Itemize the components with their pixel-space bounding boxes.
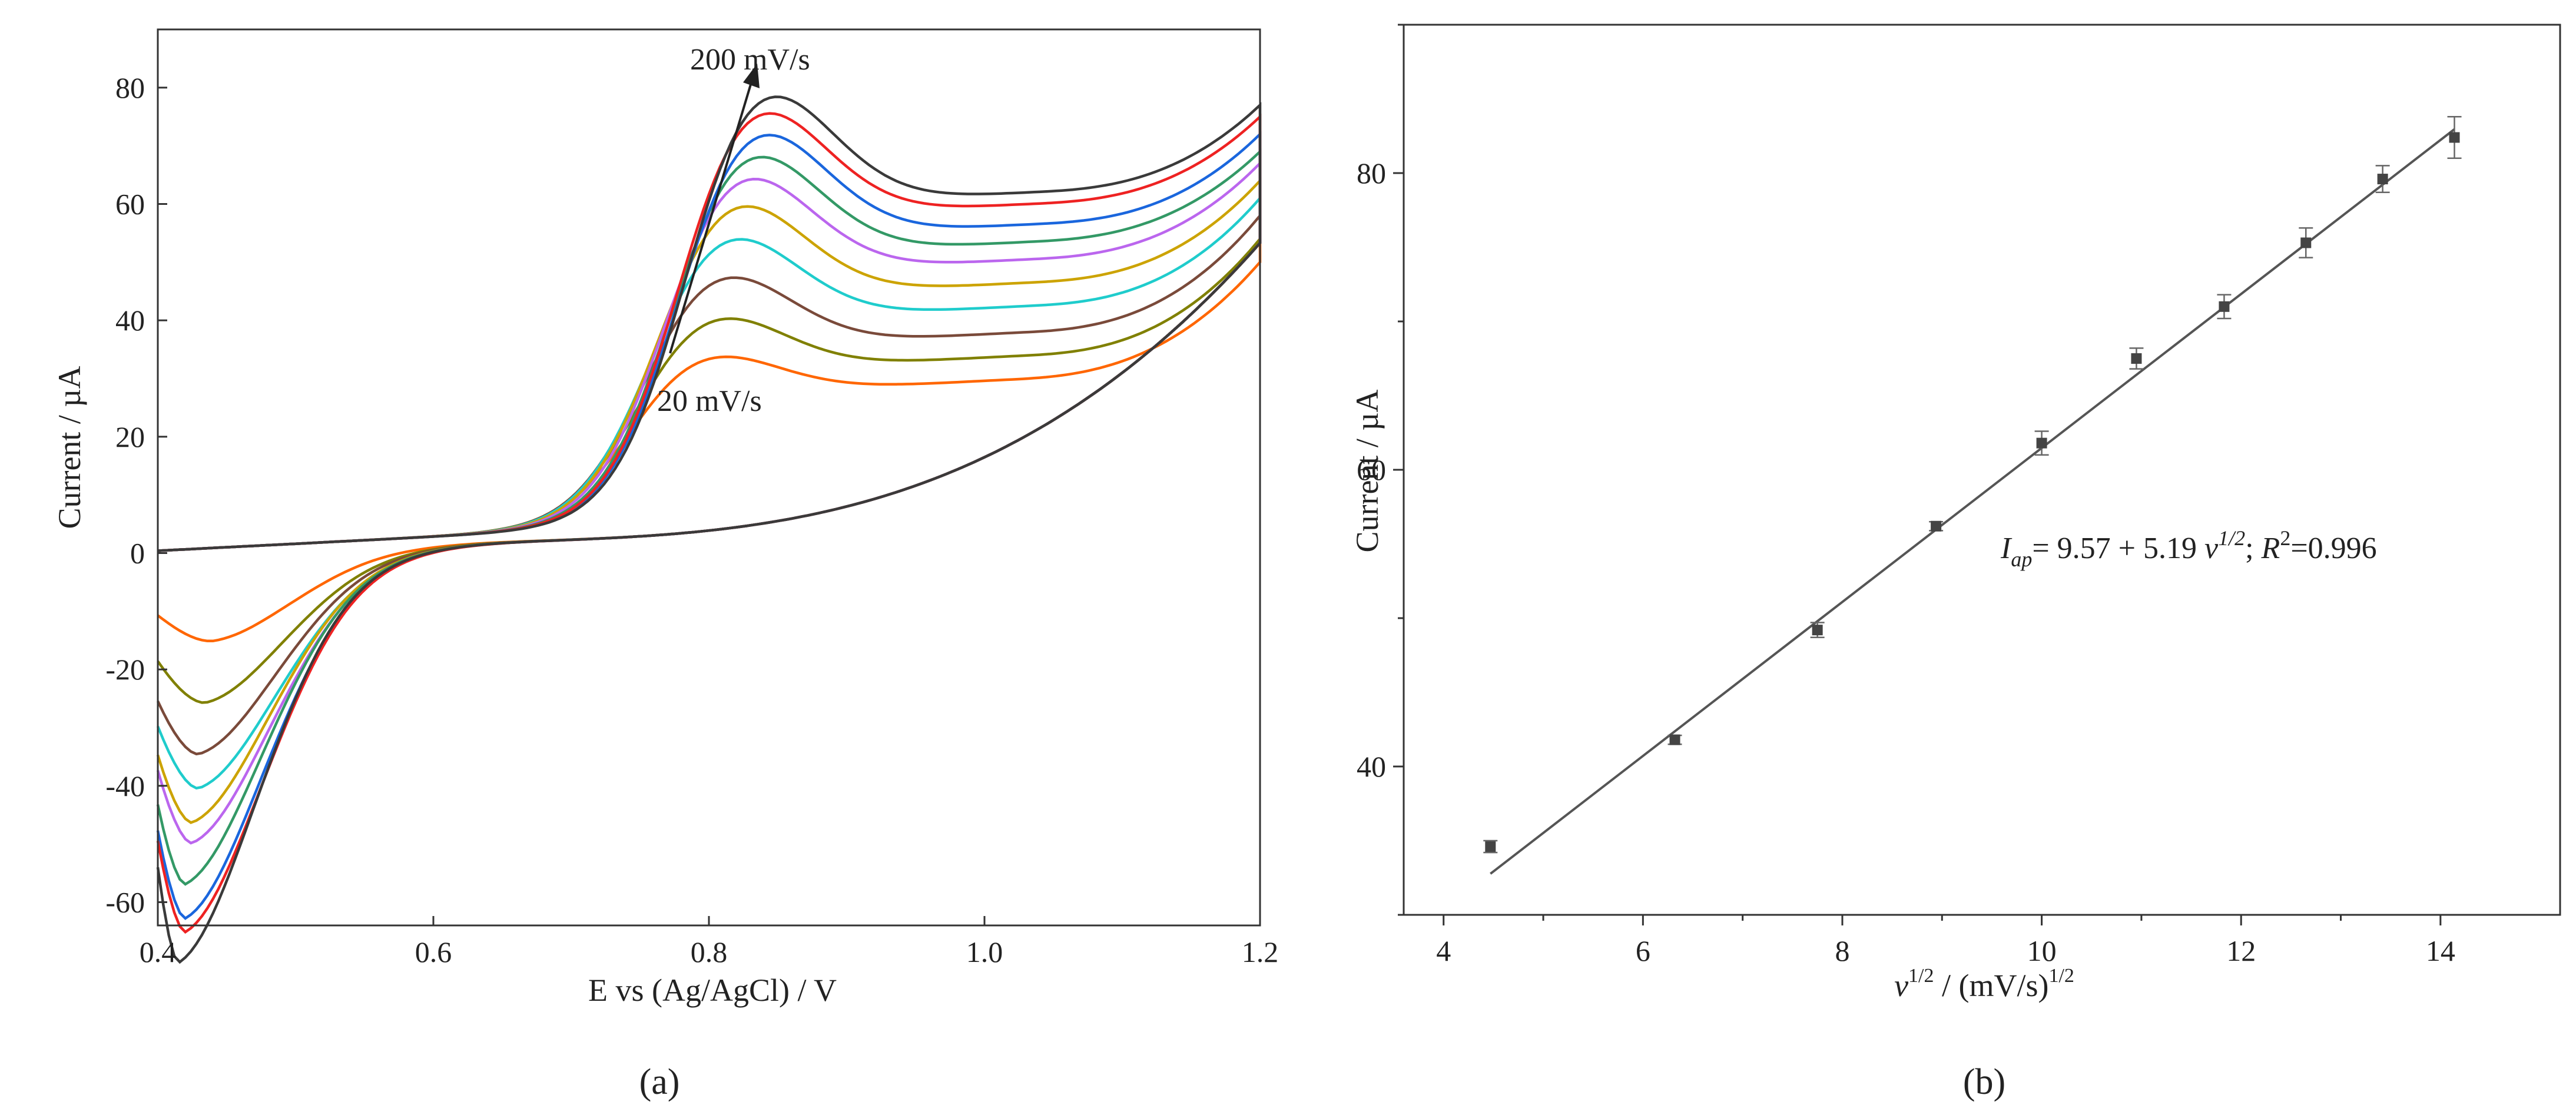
y-axis-label: Current / µA xyxy=(1350,389,1385,552)
y-tick-label: 40 xyxy=(115,304,145,337)
x-tick-label: 6 xyxy=(1636,934,1650,967)
y-tick-label: 60 xyxy=(1357,453,1386,486)
chart-b-frame xyxy=(1403,24,2561,916)
panel-label-b: (b) xyxy=(1963,1062,2005,1102)
y-tick-label: 40 xyxy=(1357,750,1386,783)
data-point xyxy=(2036,437,2047,449)
x-axis-ticks: 0.4 0.6 0.8 1.0 1.2 xyxy=(140,916,1279,968)
x-tick-label: 1.0 xyxy=(966,935,1003,968)
x-tick-label: 4 xyxy=(1436,934,1451,967)
x-axis-label: v1/2 / (mV/s)1/2 xyxy=(1894,965,2074,1003)
x-tick-label: 12 xyxy=(2226,934,2256,967)
y-tick-label: -20 xyxy=(105,653,145,686)
y-axis-ticks: -60 -40 -20 0 20 40 60 80 xyxy=(105,71,167,918)
annotation-200mvs: 200 mV/s xyxy=(690,43,810,77)
fit-line-segment xyxy=(1490,128,2455,875)
cv-curve xyxy=(157,239,1262,643)
x-tick-label: 14 xyxy=(2426,934,2455,967)
x-tick-label: 10 xyxy=(2027,934,2057,967)
chart-b: 4 6 8 10 12 14 40 60 80 v1/2 / (mV/s)1/2 Curren… xyxy=(1350,24,2561,1102)
data-point xyxy=(1669,734,1680,745)
arrow-head-icon xyxy=(743,64,760,88)
annotation-20mvs: 20 mV/s xyxy=(657,384,762,418)
chart-a: 0.4 0.6 0.8 1.0 1.2 -60 -40 -20 0 20 40 60 80 E vs … xyxy=(52,28,1279,1102)
chart-a-frame xyxy=(157,28,1261,927)
cv-curve xyxy=(156,148,1262,886)
data-points xyxy=(1483,115,2462,854)
data-point xyxy=(1485,841,1496,852)
data-point xyxy=(2377,174,2388,185)
x-tick-label: 1.2 xyxy=(1242,935,1279,968)
y-tick-label: 20 xyxy=(115,420,145,453)
x-axis-label: E vs (Ag/AgCl) / V xyxy=(588,973,837,1008)
y-tick-label: 80 xyxy=(1357,157,1386,190)
y-axis-label: Current / µA xyxy=(52,366,87,529)
x-axis-ticks: 4 6 8 10 12 14 xyxy=(1436,915,2455,967)
data-point xyxy=(2300,237,2312,248)
x-tick-label: 0.6 xyxy=(415,935,452,968)
panel-label-a: (a) xyxy=(639,1062,680,1102)
data-point xyxy=(2219,301,2230,312)
x-tick-label: 0.4 xyxy=(140,935,177,968)
y-tick-label: 80 xyxy=(115,71,145,104)
y-tick-label: 60 xyxy=(115,187,145,220)
scan-rate-arrow xyxy=(669,70,756,354)
cv-curve xyxy=(156,212,1262,756)
fit-line xyxy=(1490,128,2455,875)
data-point xyxy=(2449,132,2460,143)
data-point xyxy=(2131,353,2142,364)
x-tick-label: 8 xyxy=(1835,934,1849,967)
x-tick-label: 0.8 xyxy=(691,935,728,968)
data-point xyxy=(1931,520,1942,532)
y-tick-label: -60 xyxy=(105,885,145,918)
y-tick-label: 0 xyxy=(130,536,145,569)
data-point xyxy=(1812,625,1823,636)
fit-equation: Iap= 9.57 + 5.19 v1/2; R2=0.996 xyxy=(2000,526,2377,571)
cv-curve xyxy=(156,160,1262,845)
y-axis-ticks: 40 60 80 xyxy=(1357,24,1404,916)
y-tick-label: -40 xyxy=(105,769,145,802)
cv-curve xyxy=(156,177,1262,824)
